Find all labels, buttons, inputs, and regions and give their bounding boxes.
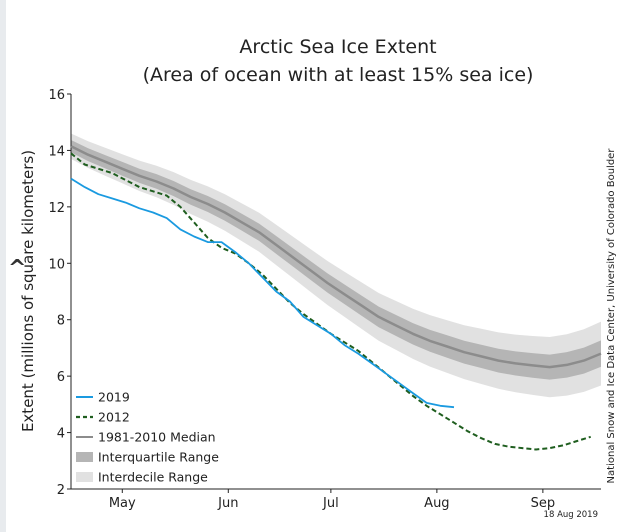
x-tick-label: Jun xyxy=(217,496,238,511)
legend-label: 2012 xyxy=(98,410,130,425)
legend-label: 1981-2010 Median xyxy=(98,430,216,445)
chart-subtitle: (Area of ocean with at least 15% sea ice… xyxy=(143,64,534,86)
y-tick-label: 4 xyxy=(57,427,65,442)
x-tick-label: Sep xyxy=(531,496,556,511)
range-bands xyxy=(71,133,601,398)
y-tick-label: 14 xyxy=(48,144,65,159)
series-lines xyxy=(70,145,602,451)
nav-up-arrow-icon[interactable]: ^ xyxy=(8,256,27,281)
y-axis-label: Extent (millions of square kilometers) xyxy=(19,150,37,432)
x-tick-label: Jul xyxy=(322,496,339,511)
legend-swatch xyxy=(76,452,93,462)
x-tick-label: May xyxy=(109,496,136,511)
legend-label: 2019 xyxy=(98,390,130,405)
series-line-2019 xyxy=(70,177,455,409)
legend-swatch xyxy=(76,472,93,482)
y-tick-label: 8 xyxy=(57,314,65,329)
chart-title: Arctic Sea Ice Extent xyxy=(239,36,436,58)
y-tick-label: 2 xyxy=(57,483,65,498)
legend-label: Interdecile Range xyxy=(98,470,208,485)
date-stamp: 18 Aug 2019 xyxy=(544,510,598,520)
series-line-1981-2010-median xyxy=(70,145,602,369)
axes: 2 4 6 8 10 12 14 16 May Jun Jul Aug Sep xyxy=(48,88,601,511)
page-edge xyxy=(0,0,6,532)
y-tick-label: 12 xyxy=(48,201,65,216)
legend-label: Interquartile Range xyxy=(98,450,219,465)
x-tick-label: Aug xyxy=(424,496,449,511)
y-tick-label: 10 xyxy=(48,257,65,272)
interquartile-range-band xyxy=(71,140,601,380)
y-tick-label: 16 xyxy=(48,88,65,103)
credit-text: National Snow and Ice Data Center, Unive… xyxy=(606,148,617,484)
y-tick-label: 6 xyxy=(57,370,65,385)
legend: 2019 2012 1981-2010 Median Interquartile Ra… xyxy=(76,390,219,485)
